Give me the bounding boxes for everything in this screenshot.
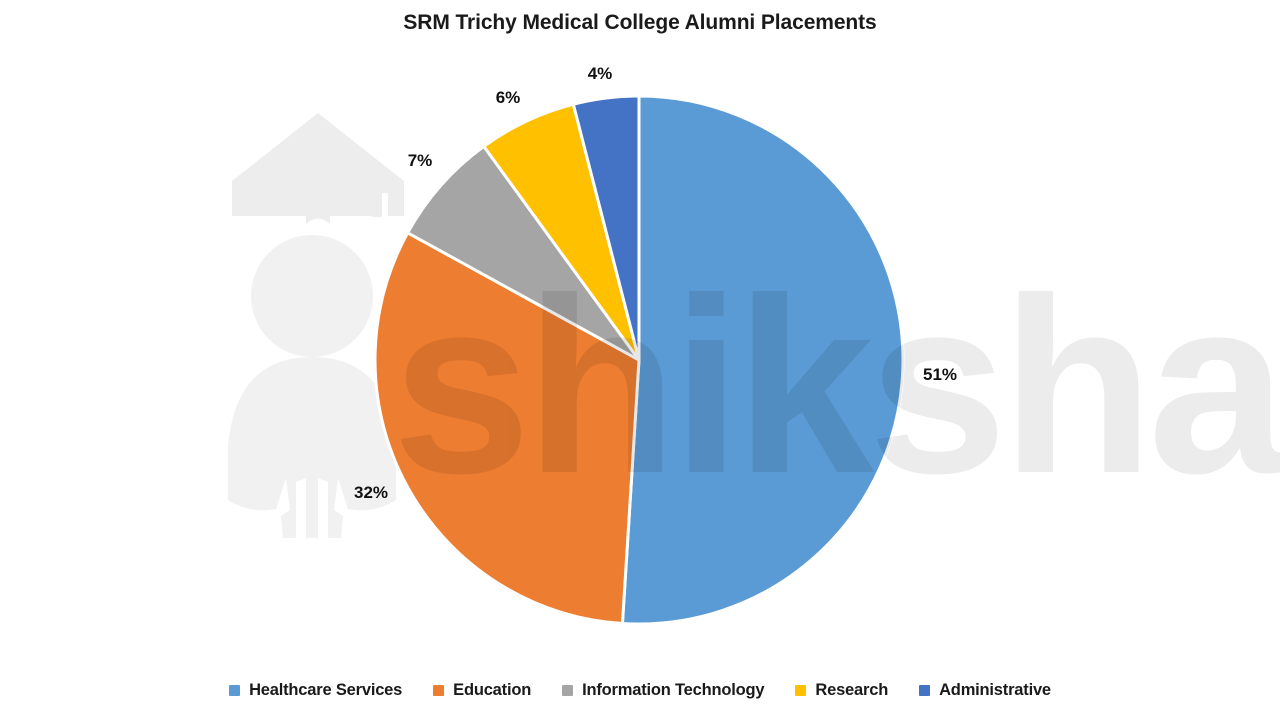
pie-graphic: shiksha <box>373 94 1280 626</box>
pie-slice-group <box>373 94 905 626</box>
legend-label: Information Technology <box>582 681 765 699</box>
legend-item-healthcare-services[interactable]: Healthcare Services <box>229 681 402 700</box>
legend-label: Research <box>815 681 889 699</box>
legend-item-research[interactable]: Research <box>795 681 888 700</box>
pie-slice-administrative[interactable] <box>571 94 641 362</box>
legend-swatch-icon <box>795 685 807 696</box>
data-label-healthcare-services: 51% <box>922 365 958 384</box>
pie-slice-healthcare-services[interactable] <box>620 94 905 626</box>
data-label-education: 32% <box>353 483 389 502</box>
svg-text:shiksha: shiksha <box>392 246 1280 525</box>
data-label-administrative: 4% <box>587 64 613 83</box>
legend-swatch-icon <box>919 685 931 696</box>
legend-item-information-technology[interactable]: Information Technology <box>562 681 765 700</box>
legend-item-administrative[interactable]: Administrative <box>919 681 1051 700</box>
pie-slice-information-technology[interactable] <box>406 144 641 362</box>
legend-swatch-icon <box>562 685 574 696</box>
watermark-overlay: shiksha <box>392 246 1280 525</box>
legend-label: Education <box>453 681 532 699</box>
chart-legend: Healthcare Services Education Informatio… <box>0 681 1280 700</box>
legend-swatch-icon <box>229 685 241 696</box>
legend-label: Administrative <box>939 681 1051 699</box>
legend-swatch-icon <box>433 685 445 696</box>
legend-item-education[interactable]: Education <box>433 681 531 700</box>
data-label-information-technology: 7% <box>407 151 433 170</box>
pie-slice-education[interactable] <box>373 231 641 625</box>
legend-label: Healthcare Services <box>249 681 403 699</box>
chart-title: SRM Trichy Medical College Alumni Placem… <box>403 11 877 34</box>
data-label-research: 6% <box>495 88 521 107</box>
